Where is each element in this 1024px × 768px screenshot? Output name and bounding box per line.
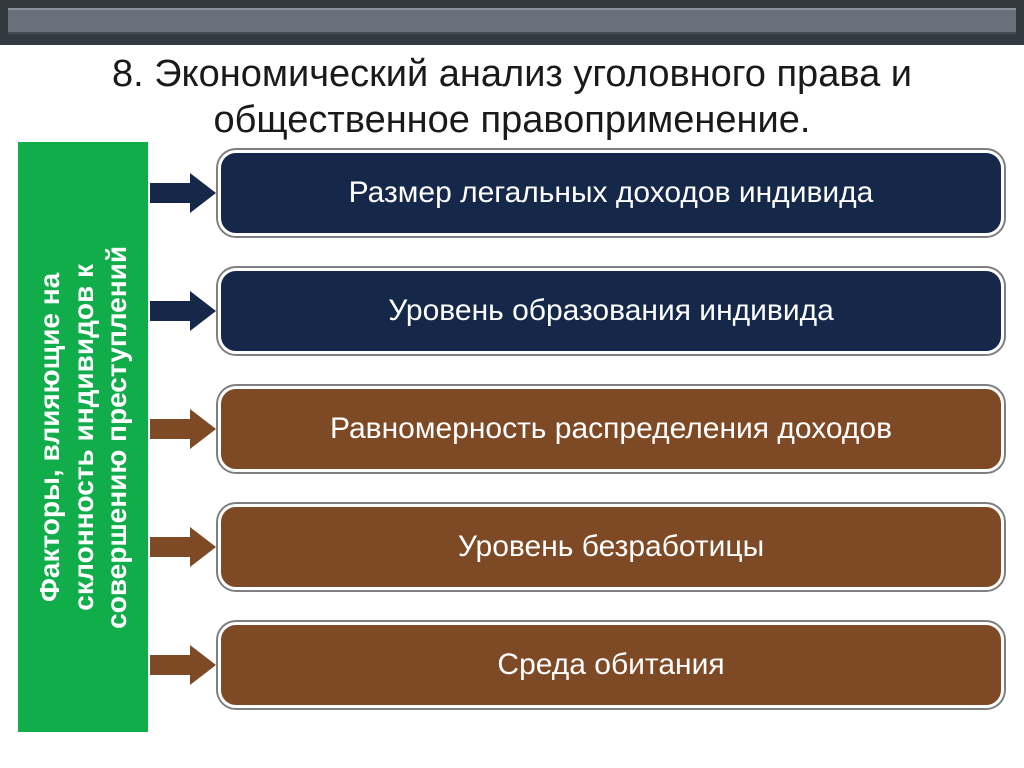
arrow-head [190,291,216,331]
arrow-shaft [150,301,192,321]
factor-row: Равномерность распределения доходов [150,386,1004,472]
factor-box: Среда обитания [218,622,1004,708]
arrow-icon [150,523,218,571]
factor-row: Уровень безработицы [150,504,1004,590]
arrow-icon [150,641,218,689]
arrow-icon [150,287,218,335]
factor-list: Размер легальных доходов индивида Уровен… [150,150,1004,740]
factors-sidebar-label: Факторы, влияющие на склонность индивидо… [33,246,134,629]
slide-title: 8. Экономический анализ уголовного права… [0,52,1024,143]
arrow-icon [150,405,218,453]
arrow-shaft [150,655,192,675]
arrow-head [190,173,216,213]
factor-row: Среда обитания [150,622,1004,708]
factor-row: Размер легальных доходов индивида [150,150,1004,236]
factor-row: Уровень образования индивида [150,268,1004,354]
factor-box: Уровень образования индивида [218,268,1004,354]
arrow-head [190,527,216,567]
factor-box: Размер легальных доходов индивида [218,150,1004,236]
top-bar-inner [8,8,1016,34]
arrow-icon [150,169,218,217]
factor-box: Уровень безработицы [218,504,1004,590]
factors-sidebar: Факторы, влияющие на склонность индивидо… [18,142,148,732]
arrow-shaft [150,419,192,439]
factor-box: Равномерность распределения доходов [218,386,1004,472]
top-bar [0,0,1024,45]
arrow-shaft [150,183,192,203]
arrow-head [190,409,216,449]
arrow-shaft [150,537,192,557]
arrow-head [190,645,216,685]
